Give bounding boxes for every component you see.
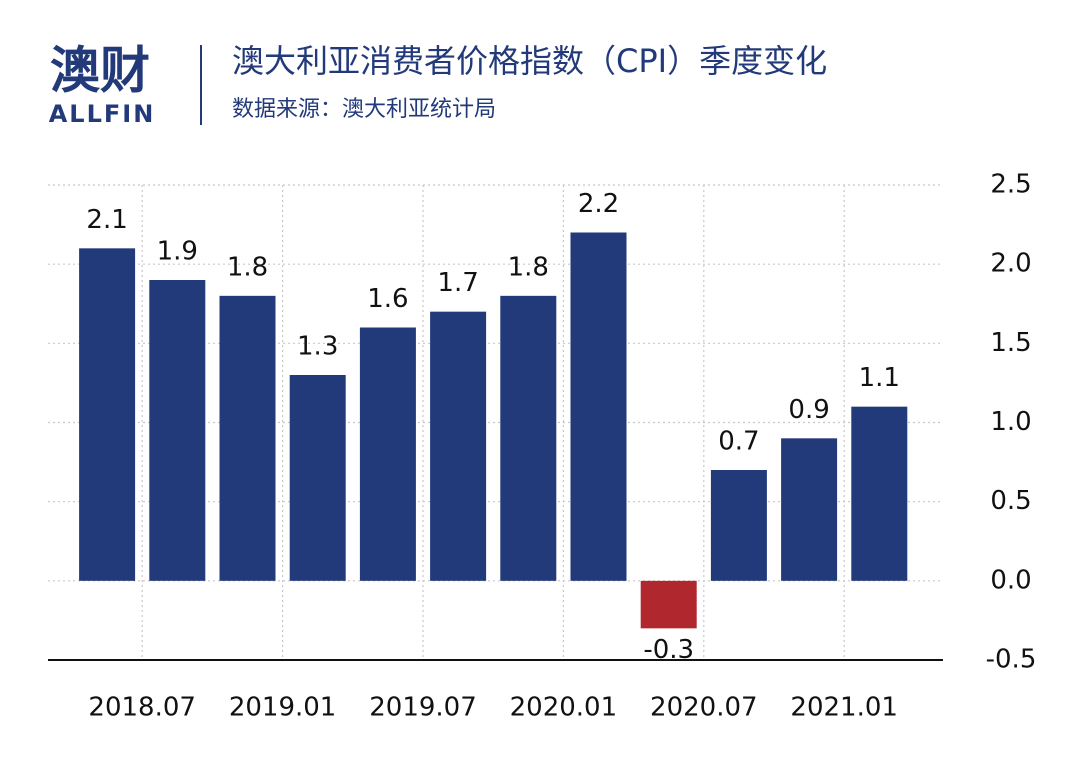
bar: [79, 248, 136, 581]
logo-mark: 澳财: [50, 42, 150, 100]
value-label: 2.1: [86, 205, 127, 235]
bar: [289, 375, 346, 581]
value-label: 1.3: [297, 332, 338, 362]
bar: [781, 438, 838, 581]
y-tick-label: 1.5: [990, 328, 1031, 358]
x-tick-label: 2020.01: [510, 693, 618, 723]
value-label: 1.1: [859, 363, 900, 393]
bar: [851, 406, 908, 581]
value-label: 2.2: [578, 189, 619, 219]
x-tick-label: 2019.07: [369, 693, 477, 723]
x-tick-label: 2018.07: [88, 693, 196, 723]
y-tick-label: 0.5: [990, 486, 1031, 516]
bar: [640, 580, 697, 629]
value-label: 1.8: [227, 252, 268, 282]
x-tick-label: 2021.01: [790, 693, 898, 723]
value-label: 1.7: [437, 268, 478, 298]
x-tick-label: 2020.07: [650, 693, 758, 723]
bar: [149, 280, 206, 581]
bar: [359, 327, 416, 581]
value-label: 1.9: [157, 237, 198, 267]
bar: [500, 295, 557, 581]
chart-subtitle: 数据来源：澳大利亚统计局: [232, 97, 496, 122]
value-label: 1.6: [367, 284, 408, 314]
bar: [219, 295, 276, 581]
y-tick-label: 0.0: [990, 565, 1031, 595]
bar: [430, 311, 487, 581]
x-tick-label: 2019.01: [229, 693, 337, 723]
y-tick-label: 1.0: [990, 407, 1031, 437]
value-label: 1.8: [508, 252, 549, 282]
logo-name: ALLFIN: [49, 100, 156, 128]
bar: [710, 470, 767, 581]
y-tick-label: 2.5: [990, 170, 1031, 200]
y-tick-label: 2.0: [990, 249, 1031, 279]
value-label: 0.9: [788, 395, 829, 425]
value-label: 0.7: [718, 427, 759, 457]
value-label: -0.3: [643, 635, 694, 665]
y-tick-label: -0.5: [986, 645, 1037, 675]
chart-title: 澳大利亚消费者价格指数（CPI）季度变化: [232, 42, 827, 80]
bar: [570, 232, 627, 581]
